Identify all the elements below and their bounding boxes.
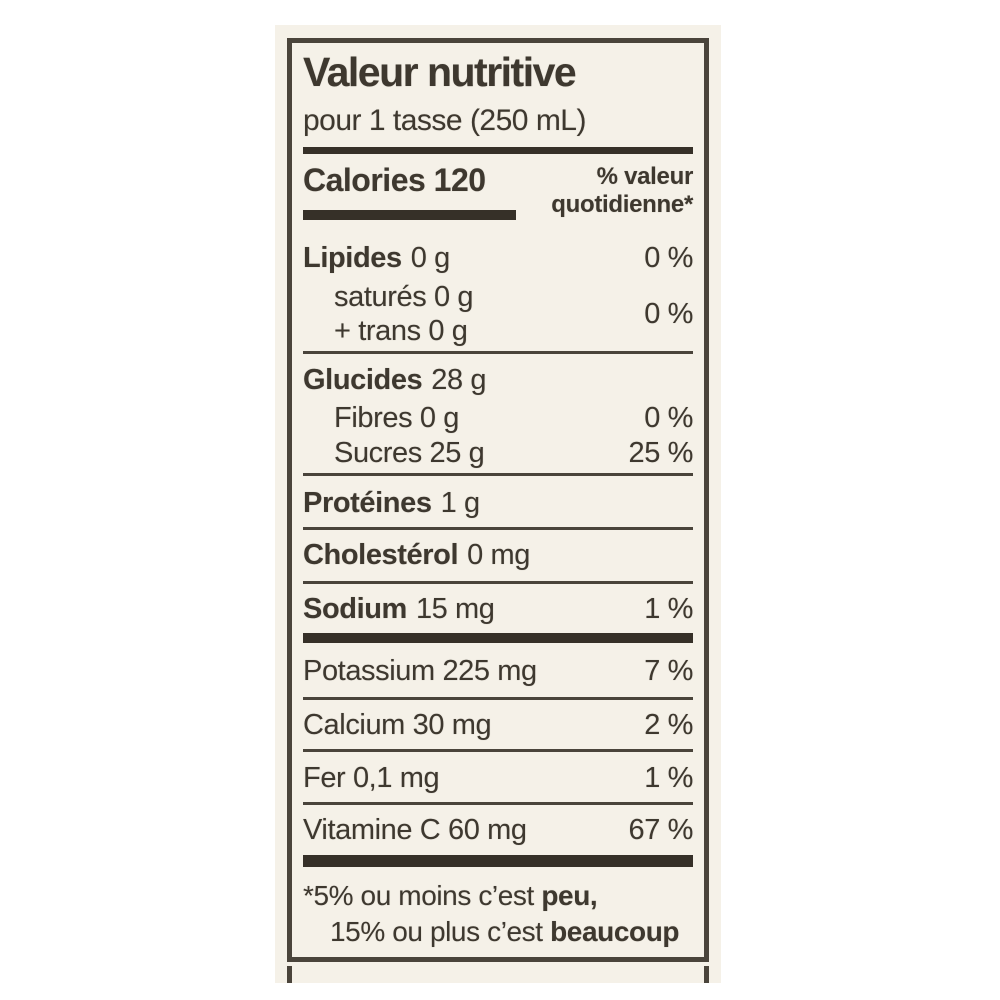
daily-value-footnote: *5% ou moins c’est peu, 15% ou plus c’es…	[303, 878, 693, 950]
label-photo: Valeur nutritive pour 1 tasse (250 mL) C…	[275, 25, 721, 983]
calories-amount: 120	[433, 162, 486, 198]
separator-thin	[303, 749, 693, 752]
row-sugars: Sucres 25 g 25 %	[303, 437, 693, 469]
row-potassium: Potassium 225 mg 7 %	[303, 655, 693, 687]
row-cholesterol-name: Cholestérol 0 mg	[303, 539, 531, 571]
calories-underline-bar	[303, 210, 516, 220]
row-calcium: Calcium 30 mg 2 %	[303, 709, 693, 741]
calories-block: Calories 120	[303, 163, 516, 220]
footnote-line1: *5% ou moins c’est peu,	[303, 880, 598, 911]
row-fibre-name: Fibres 0 g	[334, 402, 459, 434]
separator-heavy	[303, 855, 693, 867]
row-saturated-trans: saturés 0 g + trans 0 g 0 %	[303, 280, 693, 348]
daily-value-header: % valeur quotidienne*	[551, 163, 693, 219]
separator-heavy	[303, 147, 693, 154]
daily-value-header-line2: quotidienne*	[551, 191, 693, 218]
row-saturated: saturés 0 g	[334, 281, 474, 313]
row-protein: Protéines 1 g	[303, 487, 693, 519]
row-fibre-dv: 0 %	[644, 402, 693, 434]
separator-thin	[303, 697, 693, 700]
row-potassium-name: Potassium 225 mg	[303, 655, 537, 687]
daily-value-header-line1: % valeur	[596, 163, 694, 190]
row-carbohydrate: Glucides 28 g	[303, 364, 693, 396]
row-fat-dv: 0 %	[644, 242, 693, 274]
row-sugars-dv: 25 %	[628, 437, 694, 469]
nutrition-facts-panel: Valeur nutritive pour 1 tasse (250 mL) C…	[287, 38, 709, 962]
row-vitamin-c-name: Vitamine C 60 mg	[303, 814, 527, 846]
row-sodium-name: Sodium 15 mg	[303, 593, 495, 625]
footnote-line2: 15% ou plus c’est beaucoup	[330, 916, 680, 947]
panel-title: Valeur nutritive	[303, 49, 577, 95]
separator-thin	[303, 802, 693, 805]
row-vitamin-c-dv: 67 %	[628, 814, 694, 846]
saturated-trans-lines: saturés 0 g + trans 0 g	[303, 280, 473, 348]
row-fibre: Fibres 0 g 0 %	[303, 402, 693, 434]
row-calcium-name: Calcium 30 mg	[303, 709, 492, 741]
row-fat-name: Lipides 0 g	[303, 242, 450, 274]
row-cholesterol: Cholestérol 0 mg	[303, 539, 693, 571]
row-sugars-name: Sucres 25 g	[334, 437, 485, 469]
row-sodium: Sodium 15 mg 1 %	[303, 593, 693, 625]
separator-thin	[303, 527, 693, 530]
row-saturated-trans-dv: 0 %	[644, 298, 693, 330]
row-fat: Lipides 0 g 0 %	[303, 242, 693, 274]
next-panel-cropped	[287, 966, 709, 983]
separator-thin	[303, 473, 693, 476]
row-carbohydrate-name: Glucides 28 g	[303, 364, 487, 396]
calories-label: Calories	[303, 162, 426, 198]
row-potassium-dv: 7 %	[644, 655, 693, 687]
row-vitamin-c: Vitamine C 60 mg 67 %	[303, 814, 693, 846]
separator-heavy	[303, 633, 693, 643]
calories-row: Calories 120 % valeur quotidienne*	[303, 163, 693, 220]
row-trans: + trans 0 g	[334, 315, 468, 347]
row-iron-name: Fer 0,1 mg	[303, 762, 440, 794]
row-protein-name: Protéines 1 g	[303, 487, 480, 519]
separator-thin	[303, 581, 693, 584]
row-iron: Fer 0,1 mg 1 %	[303, 762, 693, 794]
row-sodium-dv: 1 %	[644, 593, 693, 625]
row-iron-dv: 1 %	[644, 762, 693, 794]
calories-value: Calories 120	[303, 163, 516, 197]
serving-size: pour 1 tasse (250 mL)	[303, 104, 586, 137]
row-calcium-dv: 2 %	[644, 709, 693, 741]
separator-thin	[303, 351, 693, 354]
